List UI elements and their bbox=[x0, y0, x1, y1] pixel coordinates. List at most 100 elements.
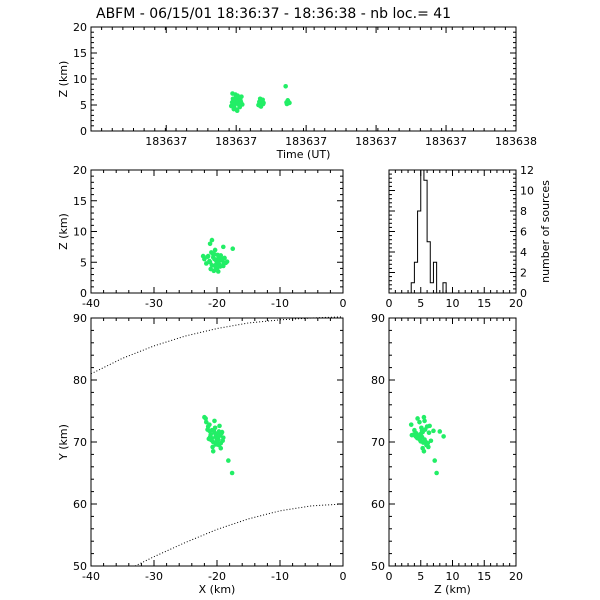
y-tick-label: 6 bbox=[520, 226, 527, 239]
x-tick-label: 15 bbox=[477, 297, 491, 310]
y-tick-label: 15 bbox=[73, 47, 87, 60]
data-point bbox=[229, 470, 235, 476]
plot-frame bbox=[90, 26, 517, 132]
y-tick-label: 80 bbox=[73, 374, 87, 387]
plot-frame bbox=[388, 169, 517, 294]
y-tick-label: 50 bbox=[73, 560, 87, 573]
data-point bbox=[205, 427, 210, 432]
x-tick-label: 0 bbox=[340, 297, 347, 310]
x-tick-label: -40 bbox=[82, 297, 100, 310]
x-tick-label: -20 bbox=[208, 570, 226, 583]
x-tick-label: -40 bbox=[82, 570, 100, 583]
data-point bbox=[212, 418, 217, 424]
x-tick-label: -20 bbox=[208, 297, 226, 310]
x-tick-label: 0 bbox=[340, 570, 347, 583]
data-point bbox=[212, 263, 218, 268]
y-tick-label: 15 bbox=[73, 195, 87, 208]
data-point bbox=[210, 444, 215, 450]
figure-title: ABFM - 06/15/01 18:36:37 - 18:36:38 - nb… bbox=[96, 6, 451, 22]
data-point bbox=[211, 268, 217, 274]
data-point bbox=[203, 416, 208, 421]
x-tick-label: 183637 bbox=[145, 135, 187, 148]
time-height-panel: 0 5 10 15 20 183637 183637 183637 183637 183637 18… bbox=[57, 21, 537, 161]
height-y-panel: 50 60 70 80 90 0 5 10 15 20 Z (km) bbox=[371, 312, 523, 596]
data-point bbox=[200, 253, 206, 259]
y-tick-label: 12 bbox=[520, 164, 534, 177]
x-tick-label: 183637 bbox=[285, 135, 327, 148]
data-point bbox=[437, 429, 443, 434]
x-tick-label: -10 bbox=[271, 570, 289, 583]
data-point bbox=[421, 449, 427, 454]
data-point bbox=[422, 418, 427, 424]
data-point bbox=[207, 241, 213, 247]
y-tick-label: 60 bbox=[371, 498, 385, 511]
x-tick-label: 20 bbox=[509, 297, 523, 310]
data-point bbox=[412, 427, 417, 433]
x-tick-label: 183637 bbox=[355, 135, 397, 148]
data-point bbox=[220, 438, 225, 444]
y-tick-label: 10 bbox=[73, 73, 87, 86]
data-point bbox=[434, 470, 439, 476]
y-axis-label: Z (km) bbox=[57, 61, 70, 98]
data-point bbox=[203, 419, 209, 425]
x-tick-label: 0 bbox=[386, 297, 393, 310]
data-point bbox=[422, 427, 428, 432]
y-tick-label: 8 bbox=[520, 205, 527, 218]
data-point bbox=[283, 83, 288, 89]
data-point bbox=[432, 458, 438, 463]
data-point bbox=[218, 445, 224, 451]
y-tick-label: 90 bbox=[371, 312, 385, 325]
data-point bbox=[221, 244, 226, 250]
data-point bbox=[207, 422, 212, 427]
data-point bbox=[216, 429, 222, 434]
data-point bbox=[209, 237, 215, 243]
range-curve bbox=[134, 503, 344, 567]
data-point bbox=[415, 416, 420, 421]
y-tick-label: 90 bbox=[73, 312, 87, 325]
x-axis-label: X (km) bbox=[199, 583, 236, 596]
data-point bbox=[231, 98, 236, 103]
data-point bbox=[236, 101, 241, 106]
y-axis-label: number of sources bbox=[539, 180, 552, 283]
x-tick-label: 10 bbox=[446, 570, 460, 583]
data-point bbox=[207, 259, 213, 265]
y-tick-label: 0 bbox=[80, 125, 87, 138]
x-tick-label: 183638 bbox=[495, 135, 537, 148]
data-point bbox=[441, 434, 446, 439]
x-tick-label: -30 bbox=[145, 570, 163, 583]
data-point bbox=[206, 436, 212, 442]
data-point bbox=[417, 436, 422, 442]
data-point bbox=[284, 100, 289, 105]
data-point bbox=[215, 269, 221, 274]
data-point bbox=[428, 438, 434, 444]
data-point bbox=[217, 423, 222, 429]
y-tick-label: 70 bbox=[371, 436, 385, 449]
data-point bbox=[260, 101, 266, 107]
data-point bbox=[213, 442, 219, 447]
y-tick-label: 5 bbox=[80, 256, 87, 269]
data-point bbox=[209, 427, 215, 433]
data-point bbox=[203, 261, 209, 266]
y-tick-label: 0 bbox=[520, 287, 527, 300]
height-histogram-panel: 0 2 4 6 8 10 12 0 5 10 15 20 number of sources bbox=[386, 164, 553, 310]
range-curve bbox=[90, 316, 344, 375]
y-tick-label: 80 bbox=[371, 374, 385, 387]
x-axis-label: Z (km) bbox=[434, 583, 471, 596]
data-point bbox=[210, 251, 215, 256]
y-axis-label: Z (km) bbox=[57, 213, 70, 250]
plan-view-panel: 50 60 70 80 90 -40 -30 -20 -10 0 X (km) Y (km) bbox=[57, 312, 347, 596]
y-tick-label: 10 bbox=[520, 185, 534, 198]
x-tick-label: -30 bbox=[145, 297, 163, 310]
y-axis-label: Y (km) bbox=[57, 424, 70, 461]
data-point bbox=[215, 252, 220, 258]
x-tick-label: 5 bbox=[417, 570, 424, 583]
data-point bbox=[226, 458, 231, 463]
y-tick-label: 50 bbox=[371, 560, 385, 573]
data-point bbox=[424, 442, 430, 447]
data-point bbox=[417, 419, 422, 425]
x-tick-label: 183637 bbox=[425, 135, 467, 148]
x-tick-label: 10 bbox=[446, 297, 460, 310]
y-tick-label: 20 bbox=[73, 21, 87, 34]
data-point bbox=[210, 449, 216, 454]
data-point bbox=[419, 425, 424, 431]
